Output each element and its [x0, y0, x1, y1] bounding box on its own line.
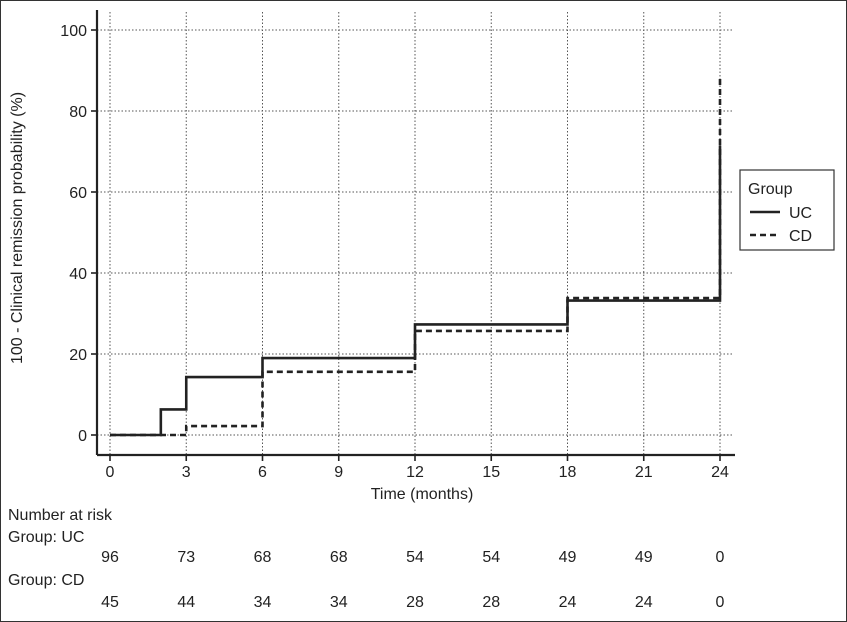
x-tick-label: 24 [711, 464, 729, 481]
risk-count-cd: 24 [634, 594, 653, 611]
series-line-cd [110, 76, 722, 437]
survival-chart: 0 20 40 60 80 100 0 3 6 9 12 15 18 21 24 Time (months)… [9, 10, 835, 503]
y-tick-label: 80 [69, 104, 87, 121]
risk-count-cd: 24 [558, 594, 577, 611]
legend-title: Group [748, 181, 793, 198]
series-line-uc [110, 145, 722, 437]
y-tick-label: 100 [60, 23, 87, 40]
y-tick-label: 0 [78, 428, 87, 445]
x-tick-label: 15 [482, 464, 500, 481]
risk-count-uc: 0 [715, 549, 725, 566]
x-tick-label: 9 [334, 464, 343, 481]
risk-count-uc: 49 [634, 549, 653, 566]
risk-count-uc: 68 [253, 549, 272, 566]
risk-count-cd: 34 [329, 594, 348, 611]
legend-label-cd: CD [789, 228, 812, 245]
x-tick-label: 6 [258, 464, 267, 481]
risk-count-uc: 73 [177, 549, 196, 566]
x-tick-label: 21 [635, 464, 653, 481]
y-axis-label: 100 - Clinical remission probability (%) [9, 92, 26, 364]
legend-box [739, 169, 835, 251]
risk-count-uc: 54 [406, 549, 424, 566]
x-tick-label: 0 [106, 464, 115, 481]
risk-group-label-cd: Group: CD [8, 572, 85, 589]
y-tick-label: 20 [69, 347, 87, 364]
x-tick-label: 3 [182, 464, 191, 481]
risk-count-uc: 68 [329, 549, 348, 566]
risk-count-cd: 44 [177, 594, 196, 611]
risk-count-uc: 54 [482, 549, 501, 566]
y-tick-label: 60 [69, 185, 87, 202]
risk-count-cd: 28 [482, 594, 501, 611]
y-tick-label: 40 [69, 266, 87, 283]
risk-group-label-uc: Group: UC [8, 529, 85, 546]
legend-label-uc: UC [789, 205, 812, 222]
risk-table-title: Number at risk [8, 507, 113, 524]
risk-count-uc: 96 [101, 549, 119, 566]
risk-count-cd: 0 [715, 594, 725, 611]
risk-count-cd: 34 [253, 594, 272, 611]
risk-count-uc: 49 [558, 549, 577, 566]
risk-count-cd: 45 [101, 594, 119, 611]
legend: Group UC CD [739, 169, 835, 251]
x-tick-label: 12 [406, 464, 424, 481]
series-lines [110, 76, 722, 437]
x-tick-label: 18 [559, 464, 577, 481]
risk-count-cd: 28 [406, 594, 424, 611]
axes: 0 20 40 60 80 100 0 3 6 9 12 15 18 21 24 [60, 10, 735, 481]
x-axis-label: Time (months) [371, 486, 474, 503]
grid-lines [97, 12, 733, 455]
